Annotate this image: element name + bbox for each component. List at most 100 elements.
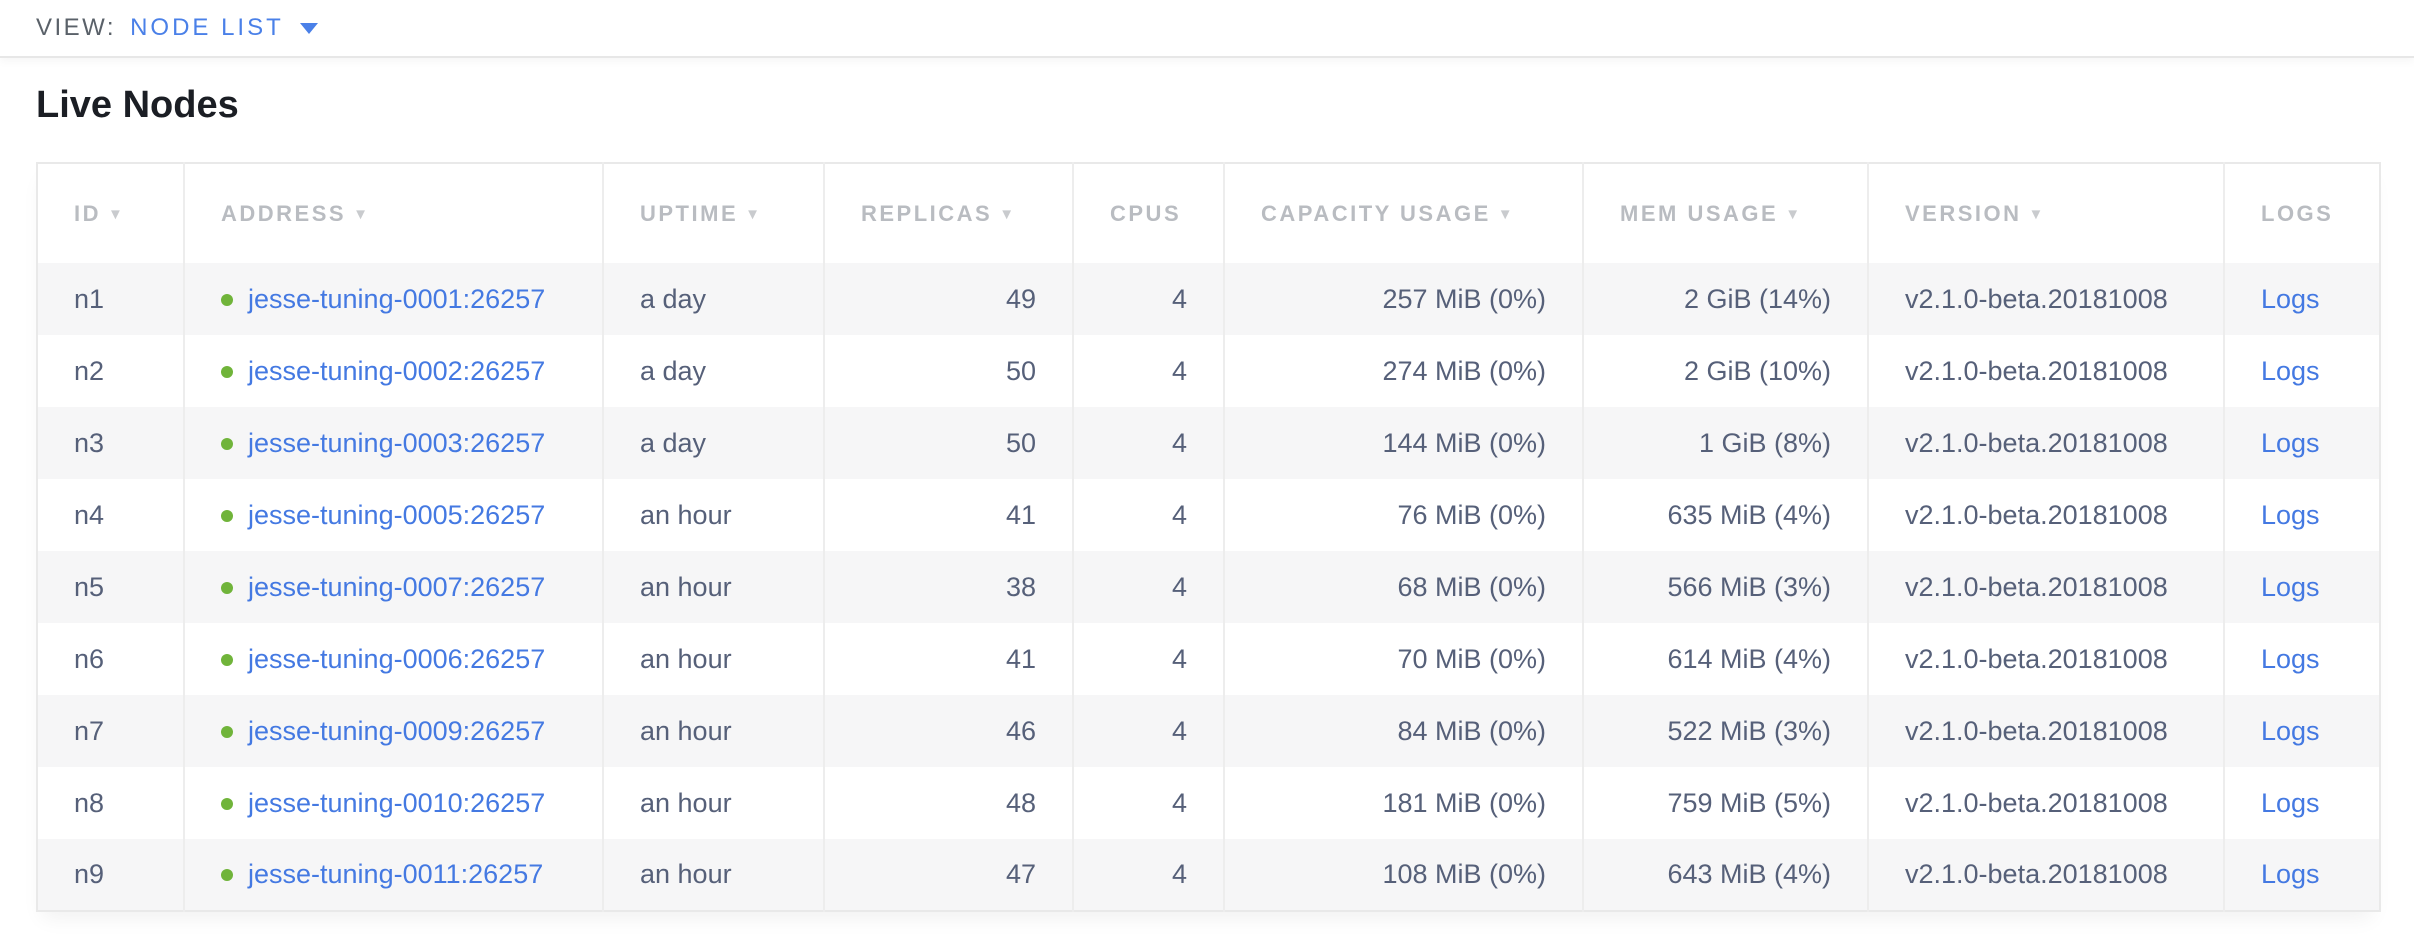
node-cpus-cell: 4 [1073, 623, 1225, 695]
node-uptime-cell: an hour [603, 623, 825, 695]
node-replicas-cell: 49 [824, 263, 1074, 335]
node-logs-link[interactable]: Logs [2261, 643, 2320, 674]
node-uptime-cell: a day [603, 335, 825, 407]
node-logs-link[interactable]: Logs [2261, 427, 2320, 458]
node-address-link[interactable]: jesse-tuning-0009:26257 [248, 715, 546, 746]
node-address-cell: jesse-tuning-0002:26257 [184, 335, 604, 407]
node-version-cell: v2.1.0-beta.20181008 [1868, 839, 2225, 911]
node-health-dot-icon [221, 437, 233, 450]
node-address-link[interactable]: jesse-tuning-0006:26257 [248, 643, 546, 674]
live-nodes-table: ID▼ ADDRESS▼ UPTIME▼ REPLICAS▼ CPUS▼ CAP… [36, 162, 2381, 912]
node-health-dot-icon [221, 653, 233, 666]
node-replicas-cell: 50 [824, 407, 1074, 479]
node-capacity-usage-cell: 144 MiB (0%) [1224, 407, 1584, 479]
node-row: n4 jesse-tuning-0005:26257 an hour 41 4 … [37, 479, 2380, 551]
view-label: VIEW: [36, 14, 117, 41]
node-logs-cell: Logs [2224, 695, 2380, 767]
node-address-link[interactable]: jesse-tuning-0001:26257 [248, 283, 546, 314]
node-replicas-cell: 41 [824, 479, 1074, 551]
node-health-dot-icon [221, 581, 233, 594]
node-version-cell: v2.1.0-beta.20181008 [1868, 407, 2225, 479]
live-nodes-table-wrap: ID▼ ADDRESS▼ UPTIME▼ REPLICAS▼ CPUS▼ CAP… [36, 162, 2381, 912]
sort-desc-icon: ▼ [1785, 205, 1803, 223]
column-header-capacity-usage[interactable]: CAPACITY USAGE ▼ [1224, 163, 1584, 263]
node-address-cell: jesse-tuning-0005:26257 [184, 479, 604, 551]
column-header-id[interactable]: ID ▼ [37, 163, 185, 263]
node-logs-link[interactable]: Logs [2261, 859, 2320, 889]
node-logs-cell: Logs [2224, 407, 2380, 479]
node-address-link[interactable]: jesse-tuning-0007:26257 [248, 571, 546, 602]
column-header-logs: LOGS▼ [2261, 200, 2334, 226]
node-id-cell: n2 [37, 335, 185, 407]
node-uptime-cell: an hour [603, 695, 825, 767]
node-address-link[interactable]: jesse-tuning-0010:26257 [248, 787, 546, 818]
sort-desc-icon: ▼ [745, 205, 763, 223]
node-health-dot-icon [221, 293, 233, 306]
page-title: Live Nodes [36, 84, 239, 126]
node-capacity-usage-cell: 108 MiB (0%) [1224, 839, 1584, 911]
node-row: n5 jesse-tuning-0007:26257 an hour 38 4 … [37, 551, 2380, 623]
node-version-cell: v2.1.0-beta.20181008 [1868, 551, 2225, 623]
node-logs-link[interactable]: Logs [2261, 355, 2320, 386]
node-logs-link[interactable]: Logs [2261, 499, 2320, 530]
sort-desc-icon: ▼ [999, 205, 1017, 223]
node-cpus-cell: 4 [1073, 551, 1225, 623]
caret-down-icon [299, 22, 318, 34]
node-capacity-usage-cell: 257 MiB (0%) [1224, 263, 1584, 335]
node-mem-usage-cell: 614 MiB (4%) [1583, 623, 1869, 695]
column-header-replicas[interactable]: REPLICAS ▼ [824, 163, 1074, 263]
node-cpus-cell: 4 [1073, 335, 1225, 407]
node-address-link[interactable]: jesse-tuning-0003:26257 [248, 427, 546, 458]
node-mem-usage-cell: 643 MiB (4%) [1583, 839, 1869, 911]
node-health-dot-icon [221, 365, 233, 378]
node-address-cell: jesse-tuning-0006:26257 [184, 623, 604, 695]
node-cpus-cell: 4 [1073, 479, 1225, 551]
node-replicas-cell: 50 [824, 335, 1074, 407]
node-address-link[interactable]: jesse-tuning-0005:26257 [248, 499, 546, 530]
node-replicas-cell: 48 [824, 767, 1074, 839]
node-row: n3 jesse-tuning-0003:26257 a day 50 4 14… [37, 407, 2380, 479]
node-id-cell: n7 [37, 695, 185, 767]
node-address-link[interactable]: jesse-tuning-0011:26257 [248, 859, 544, 889]
node-logs-cell: Logs [2224, 551, 2380, 623]
node-mem-usage-cell: 759 MiB (5%) [1583, 767, 1869, 839]
node-capacity-usage-cell: 274 MiB (0%) [1224, 335, 1584, 407]
column-header-address[interactable]: ADDRESS ▼ [184, 163, 604, 263]
column-header-version[interactable]: VERSION ▼ [1868, 163, 2225, 263]
node-health-dot-icon [221, 869, 233, 881]
sort-desc-icon: ▼ [2028, 205, 2046, 223]
node-health-dot-icon [221, 797, 233, 810]
node-logs-link[interactable]: Logs [2261, 571, 2320, 602]
node-logs-cell: Logs [2224, 479, 2380, 551]
node-capacity-usage-cell: 70 MiB (0%) [1224, 623, 1584, 695]
node-mem-usage-cell: 566 MiB (3%) [1583, 551, 1869, 623]
node-id-cell: n6 [37, 623, 185, 695]
node-address-cell: jesse-tuning-0009:26257 [184, 695, 604, 767]
node-uptime-cell: a day [603, 407, 825, 479]
node-row: n8 jesse-tuning-0010:26257 an hour 48 4 … [37, 767, 2380, 839]
node-logs-link[interactable]: Logs [2261, 715, 2320, 746]
node-logs-link[interactable]: Logs [2261, 283, 2320, 314]
column-header-cpus: CPUS▼ [1073, 163, 1225, 263]
node-mem-usage-cell: 2 GiB (14%) [1583, 263, 1869, 335]
node-id-cell: n3 [37, 407, 185, 479]
node-logs-cell: Logs [2224, 767, 2380, 839]
node-capacity-usage-cell: 76 MiB (0%) [1224, 479, 1584, 551]
column-header-mem-usage[interactable]: MEM USAGE ▼ [1583, 163, 1869, 263]
node-uptime-cell: an hour [603, 839, 825, 911]
column-header-uptime[interactable]: UPTIME ▼ [603, 163, 825, 263]
table-header-row: ID▼ ADDRESS▼ UPTIME▼ REPLICAS▼ CPUS▼ CAP… [37, 163, 2380, 263]
node-cpus-cell: 4 [1073, 407, 1225, 479]
sort-desc-icon: ▼ [1497, 205, 1516, 223]
node-cpus-cell: 4 [1073, 263, 1225, 335]
node-address-link[interactable]: jesse-tuning-0002:26257 [248, 355, 546, 386]
node-cpus-cell: 4 [1073, 839, 1225, 911]
sort-desc-icon: ▼ [108, 205, 126, 223]
node-replicas-cell: 46 [824, 695, 1074, 767]
node-logs-cell: Logs [2224, 839, 2380, 911]
node-version-cell: v2.1.0-beta.20181008 [1868, 479, 2225, 551]
node-capacity-usage-cell: 84 MiB (0%) [1224, 695, 1584, 767]
node-logs-link[interactable]: Logs [2261, 787, 2320, 818]
node-version-cell: v2.1.0-beta.20181008 [1868, 767, 2225, 839]
view-mode-dropdown[interactable]: NODE LIST [130, 14, 318, 42]
